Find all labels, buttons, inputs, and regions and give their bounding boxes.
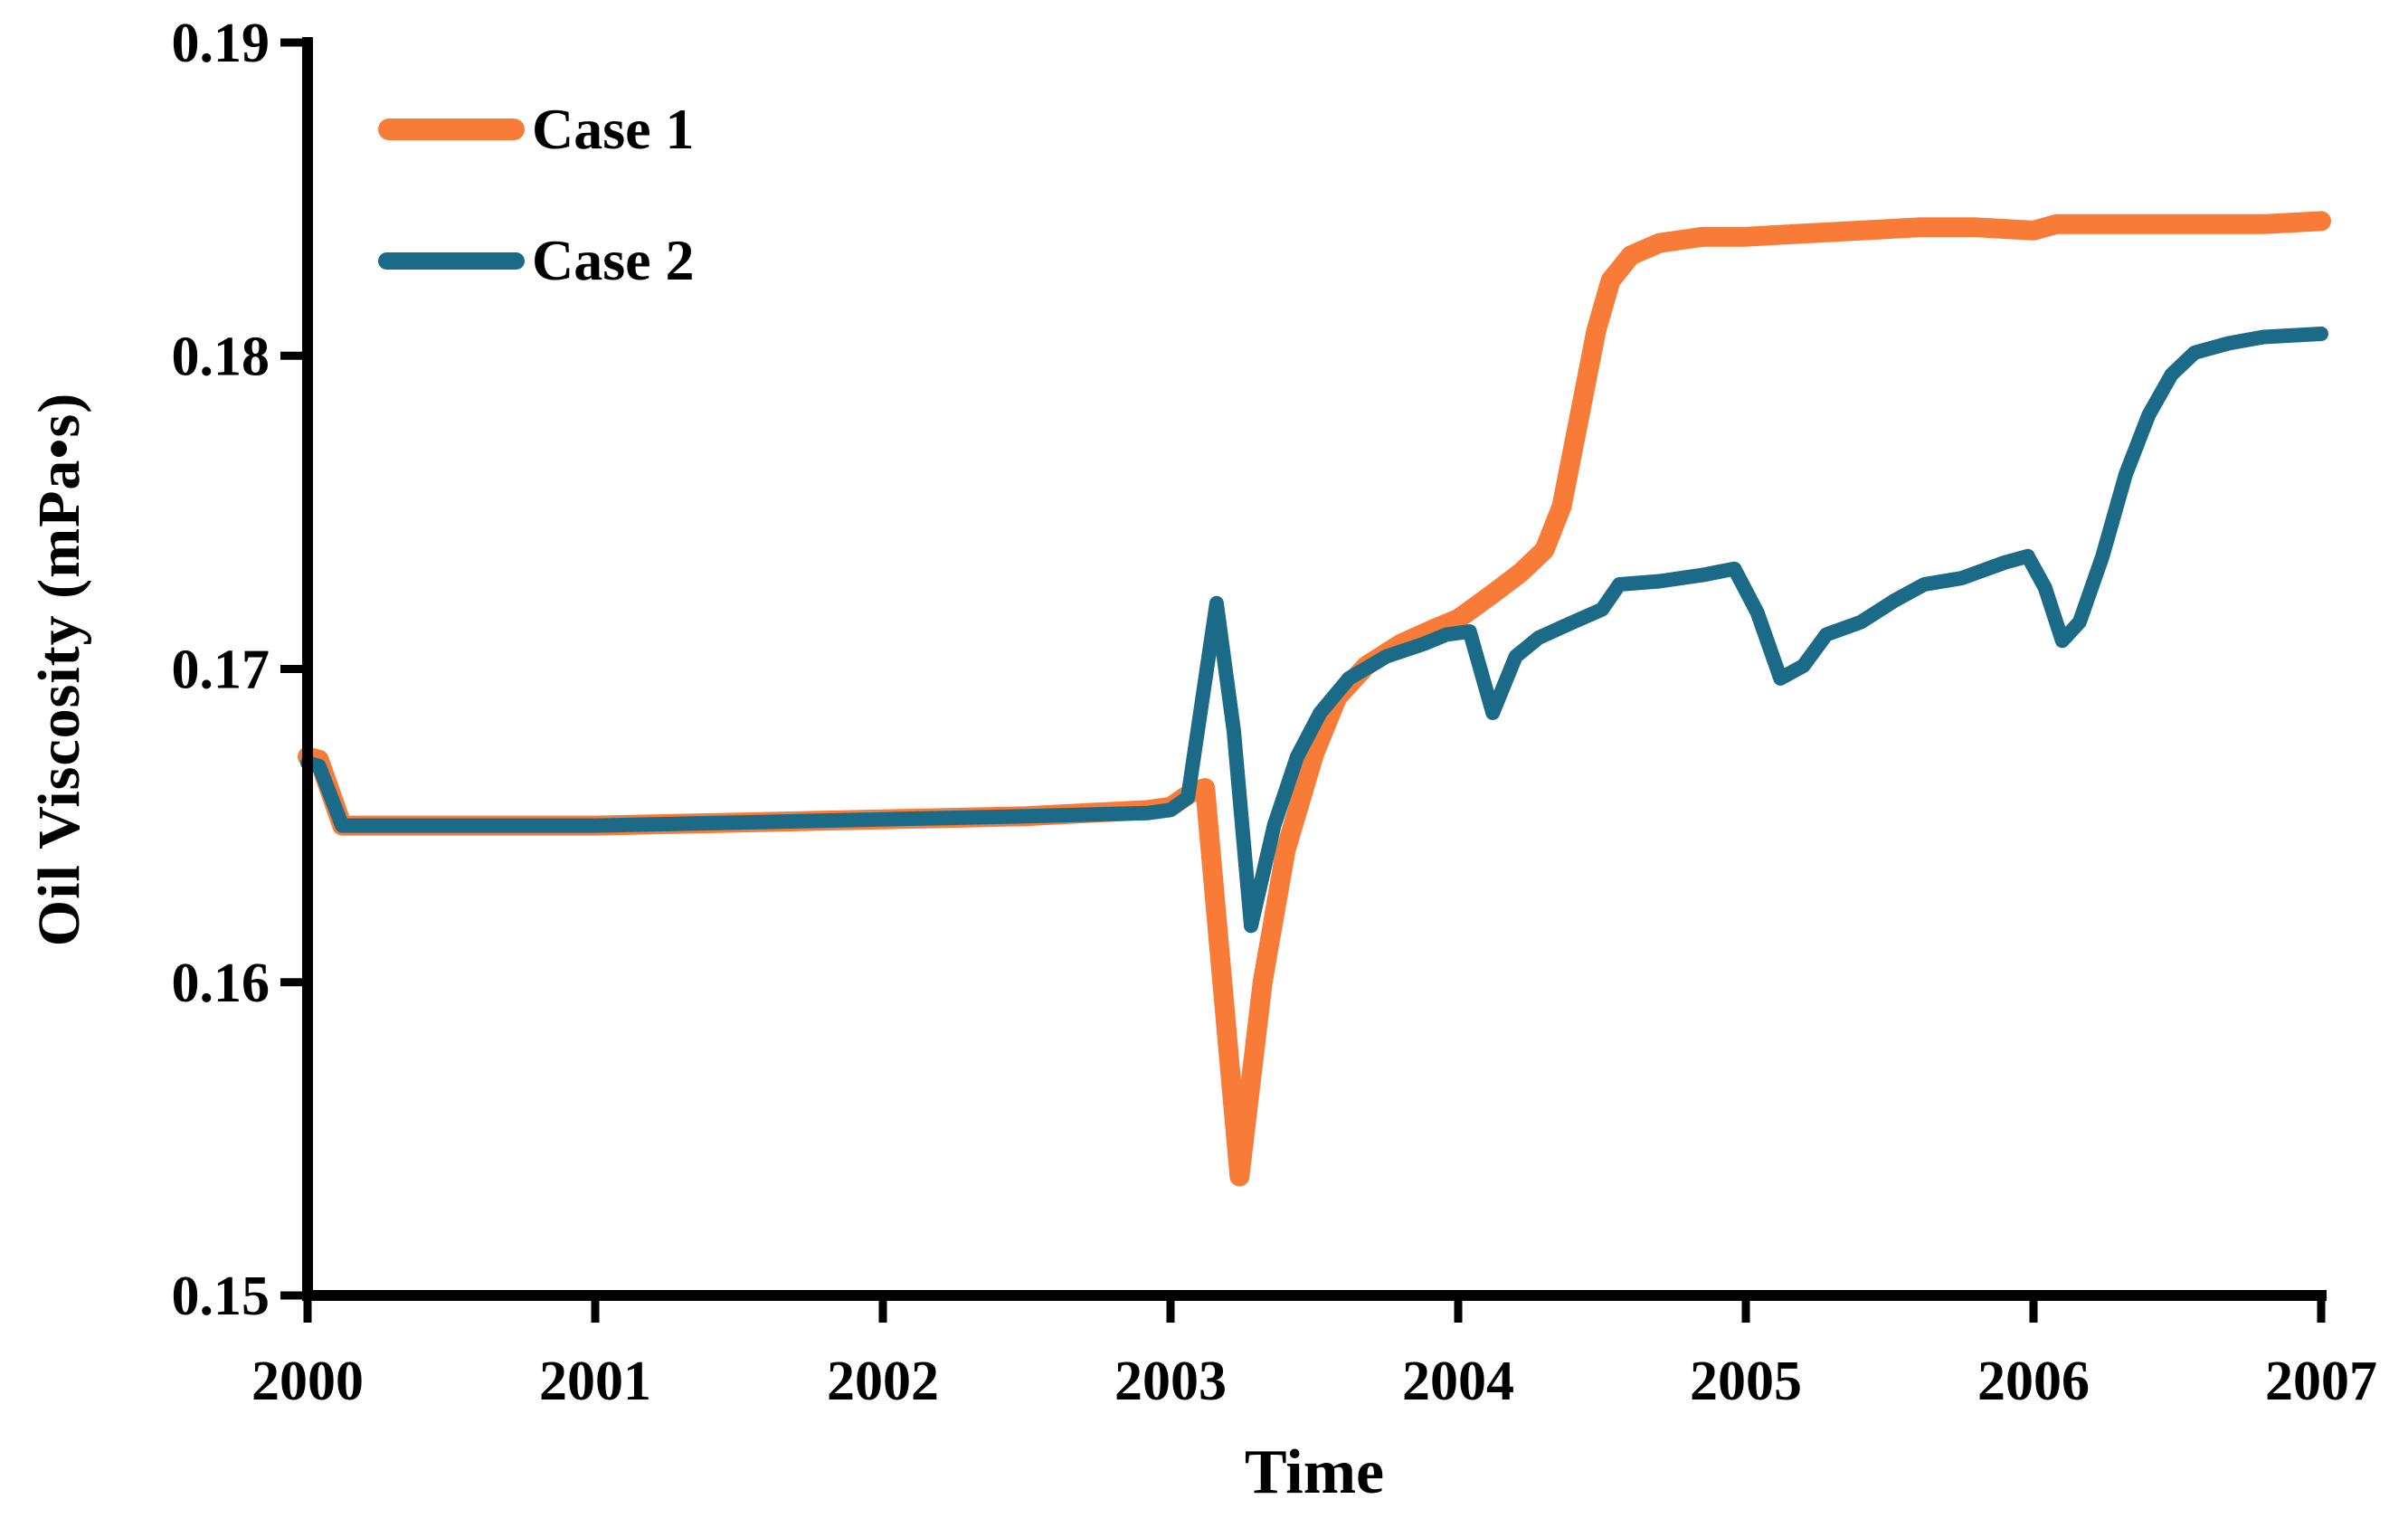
x-tick-label: 2001 <box>539 1351 651 1412</box>
case-2-line <box>300 327 2328 934</box>
x-tick-label: 2002 <box>827 1351 939 1412</box>
y-tick-label: 0.15 <box>172 1266 270 1327</box>
x-tick-label: 2003 <box>1114 1351 1227 1412</box>
case-1-line <box>298 211 2331 1187</box>
case-1-line-swatch <box>378 119 525 140</box>
x-tick-label: 2005 <box>1690 1351 1802 1412</box>
legend-label-case-1: Case 1 <box>532 97 695 161</box>
y-axis-title: Oil Viscosity (mPa•s) <box>26 392 92 947</box>
x-tick-label: 2006 <box>1977 1351 2090 1412</box>
y-tick-label: 0.19 <box>172 13 270 74</box>
legend-item-case-2: Case 2 <box>378 232 695 289</box>
y-tick-label: 0.18 <box>172 326 270 387</box>
x-tick-label: 2004 <box>1402 1351 1514 1412</box>
y-tick-label: 0.17 <box>172 640 270 701</box>
legend: Case 1 Case 2 <box>378 100 695 363</box>
case-2-line-swatch <box>378 251 525 270</box>
legend-label-case-2: Case 2 <box>532 228 695 292</box>
x-tick-label: 2000 <box>251 1351 364 1412</box>
legend-item-case-1: Case 1 <box>378 100 695 158</box>
x-axis-title: Time <box>1244 1437 1385 1507</box>
y-tick-label: 0.16 <box>172 953 270 1014</box>
x-tick-label: 2007 <box>2265 1351 2377 1412</box>
